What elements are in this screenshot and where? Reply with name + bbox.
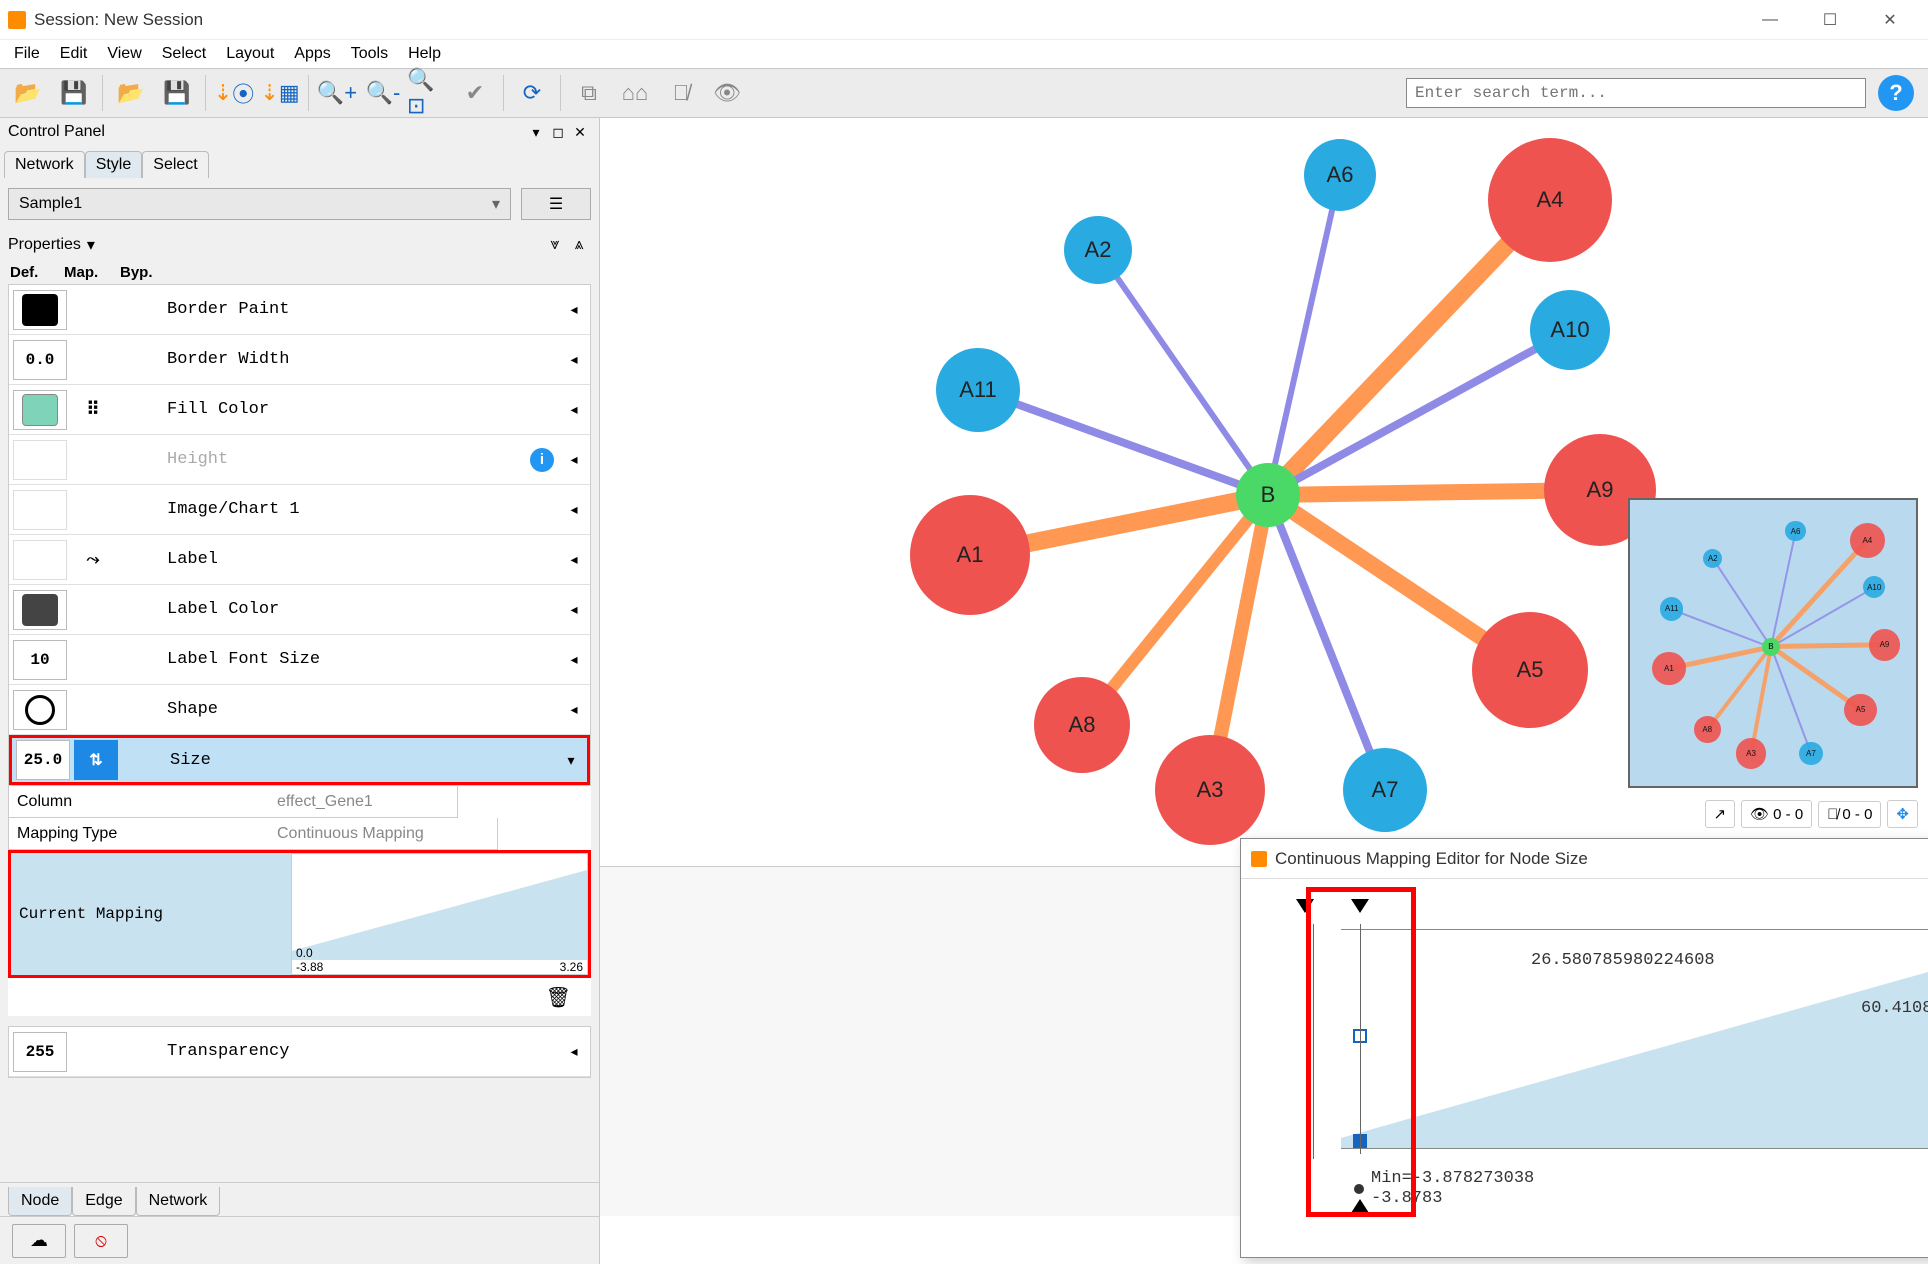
main-toolbar: 📂 💾 📂 💾 ⇣⦿ ⇣▦ 🔍+ 🔍- 🔍⊡ ✔ ⟳ ⧉ ⌂⌂ 👁̸ 👁 ?: [0, 68, 1928, 118]
network-view[interactable]: BA1A2A3A4A5A6A7A8A9A10A11 B A1 A2 A3 A4 A5 A6 A…: [600, 118, 1928, 1264]
node-center[interactable]: B: [1236, 463, 1300, 527]
view-export-toolbar: ↗ 👁 0 - 0 👁̸ 0 - 0 ✥: [1628, 794, 1918, 834]
dialog-top-value: 26.580785980224608: [1531, 951, 1715, 970]
hidden-count: 👁̸ 0 - 0: [1818, 801, 1881, 828]
style-options-button[interactable]: ☰: [521, 188, 591, 220]
export-image-icon[interactable]: ↗: [1705, 800, 1736, 828]
node[interactable]: A6: [1304, 139, 1376, 211]
dialog-right-value: 60.41087805175781: [1861, 999, 1928, 1018]
prop-columns-header: Def. Map. Byp.: [8, 260, 591, 284]
prop-label[interactable]: ⤳ Label ◂: [9, 535, 590, 585]
zoom-out-icon[interactable]: 🔍-: [361, 71, 405, 115]
import-network-icon[interactable]: 📂: [109, 71, 153, 115]
first-neighbors-icon[interactable]: ⧉: [567, 71, 611, 115]
import-table-net-icon[interactable]: ⇣⦿: [212, 71, 256, 115]
menu-select[interactable]: Select: [152, 45, 216, 63]
menu-edit[interactable]: Edit: [50, 45, 98, 63]
menu-help[interactable]: Help: [398, 45, 451, 63]
node[interactable]: A5: [1472, 612, 1588, 728]
export-network-icon[interactable]: 💾: [155, 71, 199, 115]
menu-bar: File Edit View Select Layout Apps Tools …: [0, 40, 1928, 68]
size-mapping-type-row[interactable]: Mapping Type Continuous Mapping: [8, 818, 498, 850]
panel-menu-icon[interactable]: ▾: [525, 124, 547, 141]
prop-label-color[interactable]: Label Color ◂: [9, 585, 590, 635]
delete-mapping-icon[interactable]: 🗑: [546, 985, 571, 1010]
hide-selected-icon[interactable]: 👁̸: [659, 71, 703, 115]
collapse-all-icon[interactable]: ⩔: [543, 236, 567, 254]
properties-list: Border Paint ◂ 0.0 Border Width ◂ ⠿ Fill…: [8, 284, 591, 786]
window-title: Session: New Session: [34, 10, 203, 30]
edge[interactable]: [1266, 326, 1572, 498]
style-preset-select[interactable]: Sample1: [8, 188, 511, 220]
panel-close-icon[interactable]: ✕: [569, 124, 591, 141]
fit-view-icon[interactable]: ✥: [1887, 800, 1918, 828]
zoom-in-icon[interactable]: 🔍+: [315, 71, 359, 115]
maximize-button[interactable]: ☐: [1800, 0, 1860, 40]
edge[interactable]: [977, 386, 1270, 499]
stop-button[interactable]: ⦸: [74, 1224, 128, 1258]
show-all-icon[interactable]: ⌂⌂: [613, 71, 657, 115]
dialog-logo-icon: [1251, 851, 1267, 867]
open-session-icon[interactable]: 📂: [6, 71, 50, 115]
prop-border-paint[interactable]: Border Paint ◂: [9, 285, 590, 335]
control-panel-title: Control Panel: [8, 123, 105, 141]
properties-label: Properties: [8, 236, 81, 254]
prop-label-font-size[interactable]: 10 Label Font Size ◂: [9, 635, 590, 685]
expand-all-icon[interactable]: ⩓: [567, 236, 591, 254]
tab-network-b[interactable]: Network: [136, 1187, 221, 1216]
save-session-icon[interactable]: 💾: [52, 71, 96, 115]
node[interactable]: A4: [1488, 138, 1612, 262]
node[interactable]: A1: [910, 495, 1030, 615]
app-logo-icon: [8, 11, 26, 29]
title-bar: Session: New Session — ☐ ✕: [0, 0, 1928, 40]
minimize-button[interactable]: —: [1740, 0, 1800, 40]
panel-float-icon[interactable]: ◻: [547, 124, 569, 141]
tab-style[interactable]: Style: [85, 151, 143, 178]
node[interactable]: A2: [1064, 216, 1132, 284]
visible-count: 👁 0 - 0: [1741, 800, 1812, 828]
menu-view[interactable]: View: [97, 45, 151, 63]
menu-file[interactable]: File: [4, 45, 50, 63]
node[interactable]: A8: [1034, 677, 1130, 773]
search-input[interactable]: [1406, 78, 1866, 108]
size-column-row[interactable]: Column effect_Gene1: [8, 786, 458, 818]
menu-apps[interactable]: Apps: [284, 45, 340, 63]
dialog-title: Continuous Mapping Editor for Node Size: [1275, 849, 1588, 869]
info-icon[interactable]: i: [530, 448, 554, 472]
tab-edge[interactable]: Edge: [72, 1187, 135, 1216]
node[interactable]: A7: [1343, 748, 1427, 832]
close-button[interactable]: ✕: [1860, 0, 1920, 40]
tab-network[interactable]: Network: [4, 151, 85, 178]
node[interactable]: A11: [936, 348, 1020, 432]
menu-tools[interactable]: Tools: [341, 45, 398, 63]
tab-node[interactable]: Node: [8, 1187, 72, 1216]
import-table-icon[interactable]: ⇣▦: [258, 71, 302, 115]
zoom-fit-icon[interactable]: 🔍⊡: [407, 71, 451, 115]
tab-select[interactable]: Select: [142, 151, 208, 178]
prop-size[interactable]: 25.0 ⇅ Size ▾: [9, 735, 590, 785]
left-highlight: [1306, 887, 1416, 1217]
show-selected-icon[interactable]: 👁: [705, 71, 749, 115]
apply-layout-icon[interactable]: ✔: [453, 71, 497, 115]
menu-layout[interactable]: Layout: [216, 45, 284, 63]
size-current-mapping[interactable]: Current Mapping 0.0 -3.88 3.26: [8, 850, 591, 978]
prop-shape[interactable]: Shape ◂: [9, 685, 590, 735]
node[interactable]: A10: [1530, 290, 1610, 370]
control-panel: Control Panel ▾ ◻ ✕ Network Style Select…: [0, 118, 600, 1264]
overview-panel[interactable]: BA1A2A3A4A5A6A7A8A9A10A11: [1628, 498, 1918, 788]
help-icon[interactable]: ?: [1878, 75, 1914, 111]
continuous-mapping-dialog: Continuous Mapping Editor for Node Size …: [1240, 838, 1928, 1258]
prop-height[interactable]: Height i ◂: [9, 435, 590, 485]
reload-icon[interactable]: ⟳: [510, 71, 554, 115]
prop-image-chart[interactable]: Image/Chart 1 ◂: [9, 485, 590, 535]
node[interactable]: A3: [1155, 735, 1265, 845]
prop-fill-color[interactable]: ⠿ Fill Color ◂: [9, 385, 590, 435]
prop-border-width[interactable]: 0.0 Border Width ◂: [9, 335, 590, 385]
prop-transparency[interactable]: 255 Transparency ◂: [9, 1027, 590, 1077]
cloud-button[interactable]: ☁: [12, 1224, 66, 1258]
